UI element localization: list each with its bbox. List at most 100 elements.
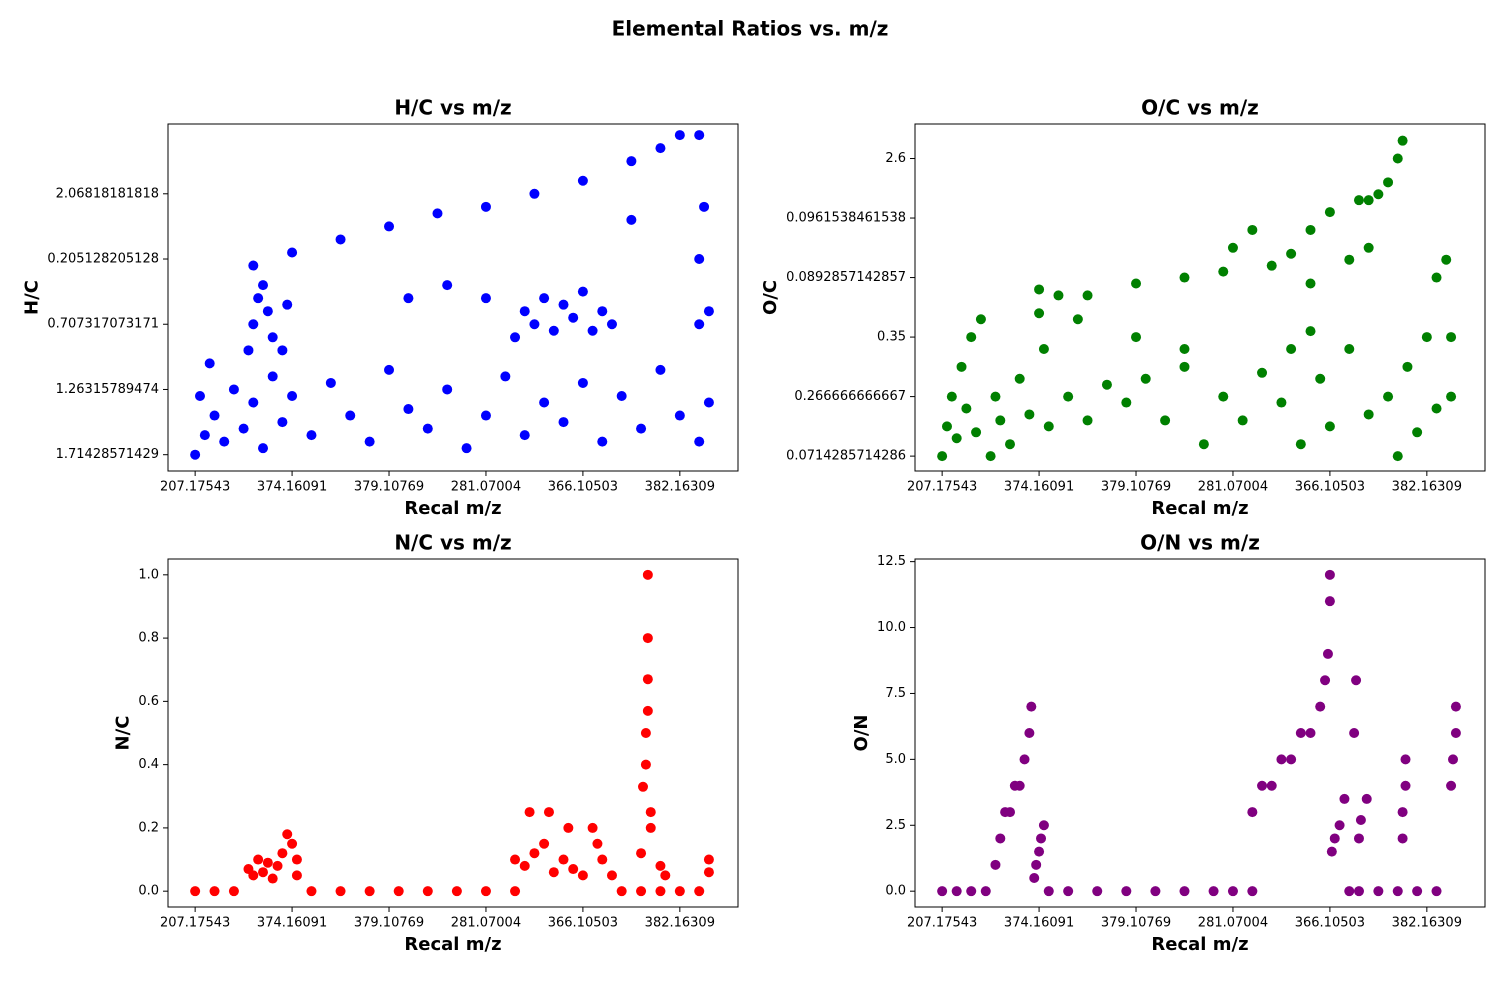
scatter-point bbox=[267, 873, 278, 884]
x-tick-label: 281.07004 bbox=[451, 480, 521, 495]
scatter-point bbox=[199, 430, 210, 441]
scatter-point bbox=[1397, 135, 1408, 146]
scatter-point bbox=[1082, 415, 1093, 426]
scatter-point bbox=[694, 436, 705, 447]
scatter-point bbox=[258, 867, 268, 878]
scatter-point bbox=[282, 299, 293, 310]
y-tick-label: 0.4 bbox=[138, 757, 159, 772]
scatter-point bbox=[568, 864, 579, 875]
scatter-point bbox=[937, 886, 948, 897]
scatter-point bbox=[1121, 886, 1132, 897]
y-tick-label: 0.0961538461538 bbox=[786, 211, 906, 226]
scatter-point bbox=[1397, 833, 1408, 844]
x-axis-label: Recal m/z bbox=[1151, 934, 1248, 955]
scatter-point bbox=[606, 870, 617, 881]
scatter-point bbox=[1351, 675, 1362, 686]
y-tick-label: 12.5 bbox=[877, 554, 906, 569]
scatter-point bbox=[1322, 648, 1333, 659]
scatter-point bbox=[364, 436, 375, 447]
scatter-point bbox=[1286, 754, 1297, 765]
scatter-point bbox=[258, 280, 268, 291]
y-tick-label: 2.5 bbox=[885, 818, 906, 833]
scatter-point bbox=[539, 293, 550, 304]
scatter-point bbox=[660, 870, 671, 881]
scatter-point bbox=[258, 443, 268, 454]
scatter-point bbox=[1131, 332, 1142, 343]
scatter-point bbox=[539, 397, 550, 408]
scatter-point bbox=[577, 286, 588, 297]
scatter-point bbox=[640, 759, 651, 770]
scatter-point bbox=[597, 306, 608, 317]
scatter-point bbox=[1334, 820, 1345, 831]
scatter-point bbox=[1320, 675, 1331, 686]
y-tick-label: 0.6 bbox=[138, 694, 159, 709]
scatter-point bbox=[1131, 278, 1142, 289]
scatter-point bbox=[616, 390, 627, 401]
scatter-point bbox=[1431, 272, 1442, 283]
scatter-point bbox=[291, 870, 302, 881]
scatter-point bbox=[674, 886, 685, 897]
scatter-point bbox=[1344, 886, 1355, 897]
scatter-point bbox=[1266, 260, 1277, 271]
scatter-point bbox=[403, 404, 414, 415]
scatter-point bbox=[946, 391, 957, 402]
scatter-point bbox=[1014, 780, 1025, 791]
scatter-point bbox=[1421, 332, 1432, 343]
x-tick-label: 366.10503 bbox=[548, 480, 618, 495]
scatter-point bbox=[1450, 701, 1461, 712]
x-axis-label: Recal m/z bbox=[404, 934, 501, 955]
scatter-point bbox=[432, 208, 443, 219]
scatter-point bbox=[1034, 846, 1045, 857]
scatter-point bbox=[1043, 421, 1054, 432]
scatter-point bbox=[1383, 177, 1394, 188]
scatter-point bbox=[1353, 195, 1364, 206]
scatter-point bbox=[1179, 361, 1190, 372]
scatter-point bbox=[587, 325, 598, 336]
scatter-point bbox=[1324, 596, 1335, 607]
scatter-point bbox=[1024, 409, 1035, 420]
scatter-point bbox=[190, 449, 201, 460]
scatter-point bbox=[1053, 290, 1064, 301]
scatter-point bbox=[219, 436, 230, 447]
scatter-point bbox=[1326, 846, 1337, 857]
scatter-point bbox=[1295, 439, 1306, 450]
scatter-point bbox=[655, 860, 666, 871]
x-tick-label: 207.17543 bbox=[907, 916, 977, 931]
scatter-point bbox=[345, 410, 356, 421]
y-tick-label: 10.0 bbox=[877, 620, 906, 635]
scatter-point bbox=[703, 854, 714, 865]
scatter-point bbox=[961, 403, 972, 414]
scatter-point bbox=[1034, 308, 1045, 319]
scatter-point bbox=[703, 397, 714, 408]
scatter-point bbox=[638, 781, 648, 792]
scatter-point bbox=[1024, 728, 1035, 738]
scatter-point bbox=[539, 838, 550, 849]
plot-frame bbox=[914, 558, 1486, 908]
x-tick-label: 379.10769 bbox=[1101, 480, 1171, 495]
scatter-point bbox=[1005, 439, 1015, 450]
scatter-point bbox=[1397, 807, 1408, 818]
scatter-point bbox=[966, 886, 977, 897]
scatter-point bbox=[1082, 290, 1093, 301]
scatter-point bbox=[1412, 886, 1423, 897]
scatter-point bbox=[548, 325, 559, 336]
x-tick-label: 281.07004 bbox=[1198, 480, 1268, 495]
scatter-point bbox=[1392, 451, 1403, 462]
scatter-point bbox=[1014, 373, 1025, 384]
scatter-point bbox=[642, 633, 653, 644]
scatter-point bbox=[703, 306, 714, 317]
y-tick-label: 2.6 bbox=[885, 151, 906, 166]
scatter-point bbox=[1344, 343, 1355, 354]
scatter-point bbox=[616, 886, 627, 897]
scatter-point bbox=[1063, 391, 1074, 402]
scatter-point bbox=[510, 886, 521, 897]
scatter-point bbox=[461, 443, 472, 454]
scatter-point bbox=[1005, 807, 1015, 818]
scatter-point bbox=[1208, 886, 1219, 897]
scatter-point bbox=[1266, 780, 1277, 791]
x-tick-label: 374.16091 bbox=[1004, 916, 1074, 931]
scatter-point bbox=[1276, 754, 1287, 765]
scatter-point bbox=[1450, 728, 1461, 738]
scatter-point bbox=[975, 314, 986, 325]
scatter-point bbox=[1257, 780, 1268, 791]
